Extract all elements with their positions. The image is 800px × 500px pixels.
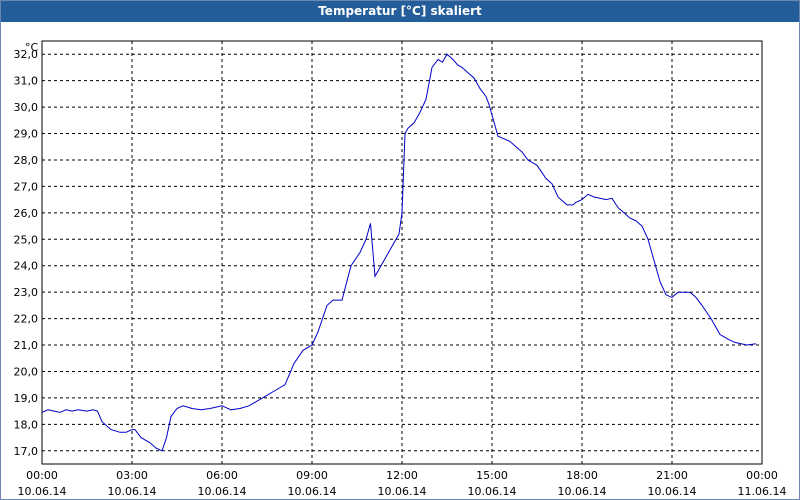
x-axis-ticks: 00:00 10.06.14 03:00 10.06.14 06:00 10.06.14 0… xyxy=(18,469,787,498)
y-tick-label: 27,0 xyxy=(14,180,39,193)
chart-title: Temperatur [°C] skaliert xyxy=(1,1,799,22)
y-tick-label: 22,0 xyxy=(14,313,39,326)
y-tick-label: 31,0 xyxy=(14,75,39,88)
y-tick-label: 29,0 xyxy=(14,128,39,141)
y-tick-label: 30,0 xyxy=(14,101,39,114)
y-tick-label: 26,0 xyxy=(14,207,39,220)
x-tick-time-label: 03:00 xyxy=(116,469,148,482)
y-tick-label: 20,0 xyxy=(14,365,39,378)
x-tick-date-label: 10.06.14 xyxy=(378,485,427,498)
x-tick-time-label: 15:00 xyxy=(476,469,508,482)
y-unit-label: °C xyxy=(25,41,39,54)
x-tick-date-label: 10.06.14 xyxy=(468,485,517,498)
x-tick-time-label: 21:00 xyxy=(656,469,688,482)
plot-area xyxy=(41,40,763,465)
x-tick-date-label: 10.06.14 xyxy=(198,485,247,498)
series-line-temperature xyxy=(41,53,757,452)
x-tick-time-label: 00:00 xyxy=(26,469,58,482)
x-tick-time-label: 12:00 xyxy=(386,469,418,482)
y-tick-label: 18,0 xyxy=(14,418,39,431)
y-tick-label: 19,0 xyxy=(14,392,39,405)
x-tick-date-label: 10.06.14 xyxy=(558,485,607,498)
x-tick-date-label: 10.06.14 xyxy=(108,485,157,498)
x-tick-time-label: 00:00 xyxy=(746,469,778,482)
y-axis-ticks: 17,0 18,0 19,0 20,0 21,0 22,0 23,0 24,0 25,0 26,0… xyxy=(14,48,39,458)
y-tick-label: 17,0 xyxy=(14,445,39,458)
x-tick-time-label: 09:00 xyxy=(296,469,328,482)
y-tick-label: 21,0 xyxy=(14,339,39,352)
x-tick-date-label: 10.06.14 xyxy=(288,485,337,498)
y-tick-label: 32,0 xyxy=(14,48,39,61)
y-tick-label: 23,0 xyxy=(14,286,39,299)
x-tick-time-label: 06:00 xyxy=(206,469,238,482)
y-tick-label: 28,0 xyxy=(14,154,39,167)
x-tick-date-label: 11.06.14 xyxy=(738,485,787,498)
y-tick-label: 25,0 xyxy=(14,233,39,246)
y-tick-label: 24,0 xyxy=(14,260,39,273)
x-tick-date-label: 10.06.14 xyxy=(648,485,697,498)
x-tick-time-label: 18:00 xyxy=(566,469,598,482)
temperature-chart: 17,0 18,0 19,0 20,0 21,0 22,0 23,0 24,0 25,0 26,0… xyxy=(14,40,787,498)
grid xyxy=(42,41,762,464)
x-tick-date-label: 10.06.14 xyxy=(18,485,67,498)
